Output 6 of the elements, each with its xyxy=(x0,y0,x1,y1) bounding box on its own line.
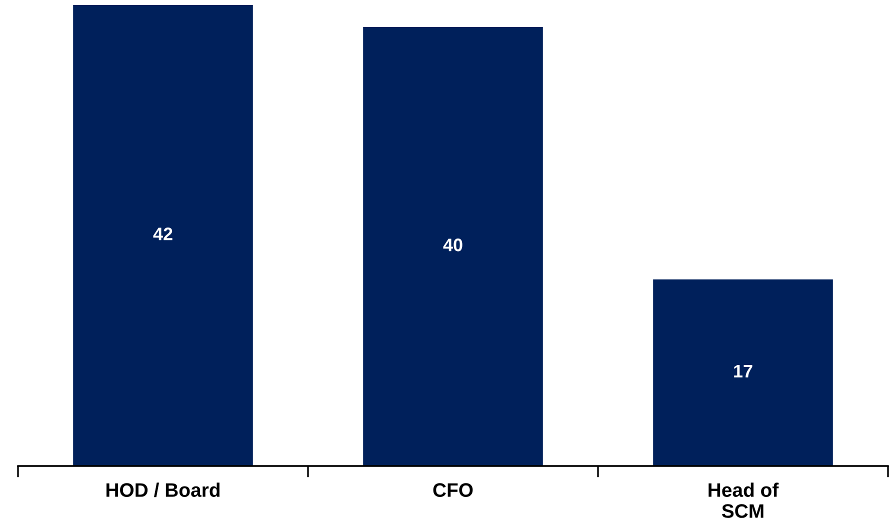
data-label: 40 xyxy=(443,238,462,252)
x-tick-label: CFO xyxy=(433,483,473,497)
x-tick-label: HOD / Board xyxy=(106,482,220,498)
data-label: 42 xyxy=(153,228,172,240)
x-tick-label: Head of SCM xyxy=(708,482,779,518)
data-label: 17 xyxy=(734,364,752,378)
